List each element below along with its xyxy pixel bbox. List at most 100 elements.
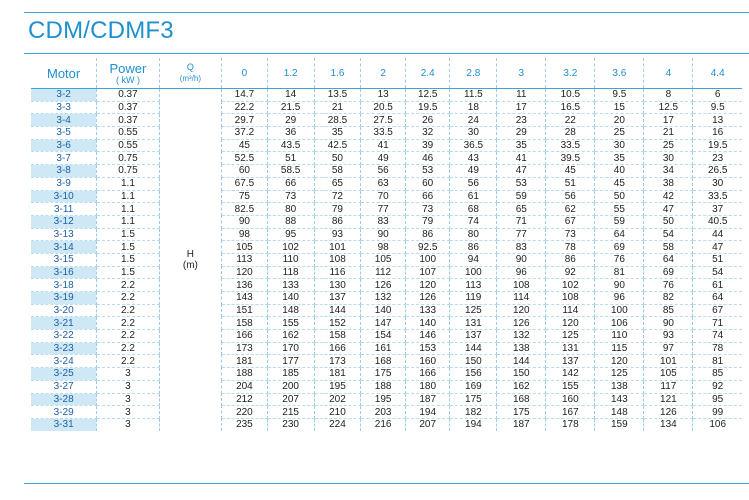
table-row: 3-13 1.5 98 95 93 90 86 80 77 73 64 54 44 bbox=[31, 228, 742, 242]
head-value-cell: 29 bbox=[496, 126, 547, 140]
head-value-cell: 125 bbox=[545, 329, 596, 343]
motor-model-cell: 3-2 bbox=[31, 88, 98, 102]
head-value-cell: 188 bbox=[221, 367, 268, 381]
table-row: 3-14 1.5 105 102 101 98 92.5 86 83 78 69 58 47 bbox=[31, 240, 742, 254]
motor-model-cell: 3-16 bbox=[31, 266, 98, 280]
head-value-cell: 35 bbox=[594, 151, 645, 166]
head-value-cell: 142 bbox=[545, 367, 596, 381]
head-value-cell: 220 bbox=[221, 405, 268, 419]
head-value-cell: 53 bbox=[496, 177, 547, 191]
head-value-cell: 207 bbox=[405, 418, 451, 431]
head-value-cell: 79 bbox=[405, 215, 451, 229]
head-value-cell: 110 bbox=[267, 253, 315, 267]
head-value-cell: 39 bbox=[405, 139, 451, 153]
head-value-cell: 140 bbox=[360, 304, 406, 318]
head-value-cell: 25 bbox=[643, 139, 694, 153]
head-value-cell: 130 bbox=[314, 278, 362, 292]
head-value-cell: 112 bbox=[360, 266, 406, 280]
head-value-cell: 76 bbox=[594, 253, 645, 267]
head-value-cell: 64 bbox=[643, 253, 694, 267]
head-value-cell: 120 bbox=[594, 354, 645, 369]
head-value-cell: 70 bbox=[360, 190, 406, 204]
motor-model-cell: 3-4 bbox=[31, 113, 98, 128]
motor-model-cell: 3-14 bbox=[31, 240, 98, 254]
motor-header: Motor bbox=[31, 58, 98, 89]
head-value-cell: 175 bbox=[496, 405, 547, 419]
head-value-cell: 177 bbox=[267, 354, 315, 369]
table-header-row: Motor Power ( kW ) Q (m³/h) 0 1.2 1.6 2 … bbox=[31, 58, 742, 89]
motor-model-cell: 3-25 bbox=[31, 367, 98, 381]
head-value-cell: 134 bbox=[643, 418, 694, 431]
table-row: 3-15 1.5 113 110 108 105 100 94 90 86 76 64 51 bbox=[31, 253, 742, 267]
head-value-cell: 78 bbox=[545, 240, 596, 254]
head-value-cell: 18 bbox=[449, 101, 498, 115]
motor-model-cell: 3-10 bbox=[31, 190, 98, 204]
head-value-cell: 39.5 bbox=[545, 151, 596, 166]
table-row: 3-5 0.55 37.2 36 35 33.5 32 30 29 28 25 21 16 bbox=[31, 126, 742, 140]
head-value-cell: 65 bbox=[496, 202, 547, 216]
motor-model-cell: 3-12 bbox=[31, 215, 98, 229]
motor-model-cell: 3-31 bbox=[31, 418, 98, 431]
motor-model-cell: 3-20 bbox=[31, 304, 98, 318]
head-value-cell: 27.5 bbox=[360, 113, 406, 128]
head-value-cell: 212 bbox=[221, 393, 268, 407]
head-value-cell: 101 bbox=[643, 354, 694, 369]
head-value-cell: 115 bbox=[594, 342, 645, 356]
head-value-cell: 132 bbox=[360, 291, 406, 305]
head-value-cell: 194 bbox=[405, 405, 451, 419]
head-value-cell: 101 bbox=[314, 240, 362, 254]
head-value-cell: 44 bbox=[692, 228, 742, 242]
head-value-cell: 50 bbox=[643, 215, 694, 229]
head-value-cell: 40 bbox=[594, 164, 645, 178]
head-value-cell: 59 bbox=[496, 190, 547, 204]
head-value-cell: 126 bbox=[643, 405, 694, 419]
head-value-cell: 137 bbox=[545, 354, 596, 369]
power-cell: 3 bbox=[96, 367, 160, 381]
head-value-cell: 168 bbox=[360, 354, 406, 369]
power-cell: 2.2 bbox=[96, 304, 160, 318]
power-header-unit: ( kW ) bbox=[115, 75, 140, 85]
table-row: 3-29 3 220 215 210 203 194 182 175 167 148 126 99 bbox=[31, 405, 742, 419]
power-cell: 0.55 bbox=[96, 126, 160, 140]
head-value-cell: 166 bbox=[405, 367, 451, 381]
head-value-cell: 119 bbox=[449, 291, 498, 305]
flow-header: 3.6 bbox=[594, 58, 645, 89]
head-value-cell: 85 bbox=[643, 304, 694, 318]
table-row: 3-28 3 212 207 202 195 187 175 168 160 143 121 95 bbox=[31, 393, 742, 407]
head-value-cell: 16.5 bbox=[545, 101, 596, 115]
head-value-cell: 73 bbox=[545, 228, 596, 242]
head-value-cell: 155 bbox=[267, 316, 315, 331]
head-value-cell: 200 bbox=[267, 380, 315, 394]
head-value-cell: 108 bbox=[545, 291, 596, 305]
head-value-cell: 58 bbox=[314, 164, 362, 178]
head-value-cell: 94 bbox=[449, 253, 498, 267]
head-value-cell: 95 bbox=[267, 228, 315, 242]
top-rule bbox=[24, 12, 749, 13]
head-value-cell: 194 bbox=[449, 418, 498, 431]
table-row: 3-3 0.37 22.2 21.5 21 20.5 19.5 18 17 16.5 15 12.5 9… bbox=[31, 101, 742, 115]
head-value-cell: 202 bbox=[314, 393, 362, 407]
power-cell: 1.5 bbox=[96, 253, 160, 267]
head-value-cell: 69 bbox=[643, 266, 694, 280]
table-row: 3-25 3 188 185 181 175 166 156 150 142 125 105 85 bbox=[31, 367, 742, 381]
head-value-cell: 73 bbox=[267, 190, 315, 204]
table-row: 3-27 3 204 200 195 188 180 169 162 155 138 117 92 bbox=[31, 380, 742, 394]
head-value-cell: 61 bbox=[692, 278, 742, 292]
motor-model-cell: 3-18 bbox=[31, 278, 98, 292]
head-value-cell: 110 bbox=[594, 329, 645, 343]
table-row: 3-20 2.2 151 148 144 140 133 125 120 114 100 85 67 bbox=[31, 304, 742, 318]
power-cell: 1.5 bbox=[96, 240, 160, 254]
head-value-cell: 14 bbox=[267, 88, 315, 102]
head-value-cell: 167 bbox=[545, 405, 596, 419]
motor-model-cell: 3-5 bbox=[31, 126, 98, 140]
table-row: 3-6 0.55 45 43.5 42.5 41 39 36.5 35 33.5 30 25 19.5 bbox=[31, 139, 742, 153]
head-value-cell: 195 bbox=[360, 393, 406, 407]
head-value-cell: 32 bbox=[405, 126, 451, 140]
head-value-cell: 93 bbox=[643, 329, 694, 343]
head-value-cell: 138 bbox=[594, 380, 645, 394]
head-value-cell: 22.2 bbox=[221, 101, 268, 115]
power-cell: 2.2 bbox=[96, 329, 160, 343]
power-cell: 2.2 bbox=[96, 316, 160, 331]
head-value-cell: 154 bbox=[360, 329, 406, 343]
head-value-cell: 137 bbox=[449, 329, 498, 343]
